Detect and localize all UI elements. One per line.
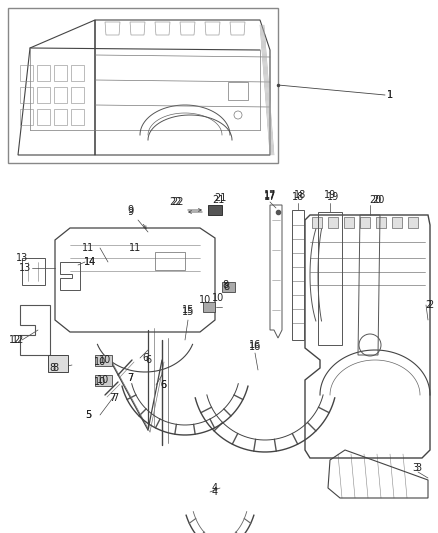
Text: 11: 11 bbox=[82, 243, 94, 253]
Text: 7: 7 bbox=[127, 373, 133, 383]
Text: 17: 17 bbox=[264, 191, 276, 201]
Text: 10: 10 bbox=[94, 357, 106, 367]
Text: 6: 6 bbox=[160, 380, 166, 390]
Text: 16: 16 bbox=[249, 340, 261, 350]
Text: 21: 21 bbox=[214, 193, 226, 203]
Polygon shape bbox=[408, 217, 418, 228]
Text: 13: 13 bbox=[16, 253, 28, 263]
Text: 9: 9 bbox=[127, 207, 133, 217]
Text: 7: 7 bbox=[109, 393, 115, 403]
Text: 6: 6 bbox=[145, 355, 151, 365]
Polygon shape bbox=[328, 217, 338, 228]
Bar bbox=[8, 8, 278, 163]
Text: 8: 8 bbox=[52, 363, 58, 373]
Text: 19: 19 bbox=[327, 192, 339, 202]
Text: 4: 4 bbox=[212, 487, 218, 497]
Polygon shape bbox=[208, 205, 222, 215]
Text: 10: 10 bbox=[212, 293, 224, 303]
Text: 8: 8 bbox=[222, 280, 228, 290]
Text: 2: 2 bbox=[425, 300, 431, 310]
Text: 10: 10 bbox=[99, 355, 111, 365]
Polygon shape bbox=[312, 217, 322, 228]
Text: 12: 12 bbox=[12, 335, 24, 345]
Text: 14: 14 bbox=[84, 257, 96, 267]
Text: 20: 20 bbox=[369, 195, 381, 205]
Text: 8: 8 bbox=[49, 363, 55, 373]
Text: 18: 18 bbox=[294, 190, 306, 200]
Text: 15: 15 bbox=[182, 305, 194, 315]
Text: 21: 21 bbox=[212, 195, 224, 205]
Text: 18: 18 bbox=[292, 192, 304, 202]
Text: 11: 11 bbox=[129, 243, 141, 253]
Text: 2: 2 bbox=[427, 300, 433, 310]
Polygon shape bbox=[203, 302, 215, 312]
Text: 17: 17 bbox=[264, 192, 276, 202]
Text: 13: 13 bbox=[19, 263, 31, 273]
Text: 10: 10 bbox=[97, 375, 109, 385]
Text: 20: 20 bbox=[372, 195, 384, 205]
Polygon shape bbox=[48, 355, 68, 372]
Polygon shape bbox=[376, 217, 386, 228]
Text: 7: 7 bbox=[112, 393, 118, 403]
Text: 1: 1 bbox=[387, 90, 393, 100]
Text: 1: 1 bbox=[387, 90, 393, 100]
Text: 3: 3 bbox=[415, 463, 421, 473]
Text: 12: 12 bbox=[9, 335, 21, 345]
Text: 22: 22 bbox=[169, 197, 181, 207]
Text: 6: 6 bbox=[142, 353, 148, 363]
Text: 3: 3 bbox=[412, 463, 418, 473]
Text: 16: 16 bbox=[249, 342, 261, 352]
Text: 5: 5 bbox=[85, 410, 91, 420]
Text: 14: 14 bbox=[84, 257, 96, 267]
Polygon shape bbox=[222, 282, 235, 292]
Text: 9: 9 bbox=[127, 205, 133, 215]
Text: 22: 22 bbox=[172, 197, 184, 207]
Text: 4: 4 bbox=[212, 483, 218, 493]
Text: 7: 7 bbox=[127, 373, 133, 383]
Text: 17: 17 bbox=[264, 190, 276, 200]
Text: 10: 10 bbox=[199, 295, 211, 305]
Text: 15: 15 bbox=[182, 307, 194, 317]
Polygon shape bbox=[95, 355, 112, 366]
Polygon shape bbox=[360, 217, 370, 228]
Text: 10: 10 bbox=[94, 377, 106, 387]
Text: 6: 6 bbox=[160, 380, 166, 390]
Polygon shape bbox=[344, 217, 354, 228]
Text: 8: 8 bbox=[223, 282, 229, 292]
Polygon shape bbox=[392, 217, 402, 228]
Polygon shape bbox=[95, 375, 112, 386]
Text: 19: 19 bbox=[324, 190, 336, 200]
Text: 5: 5 bbox=[85, 410, 91, 420]
